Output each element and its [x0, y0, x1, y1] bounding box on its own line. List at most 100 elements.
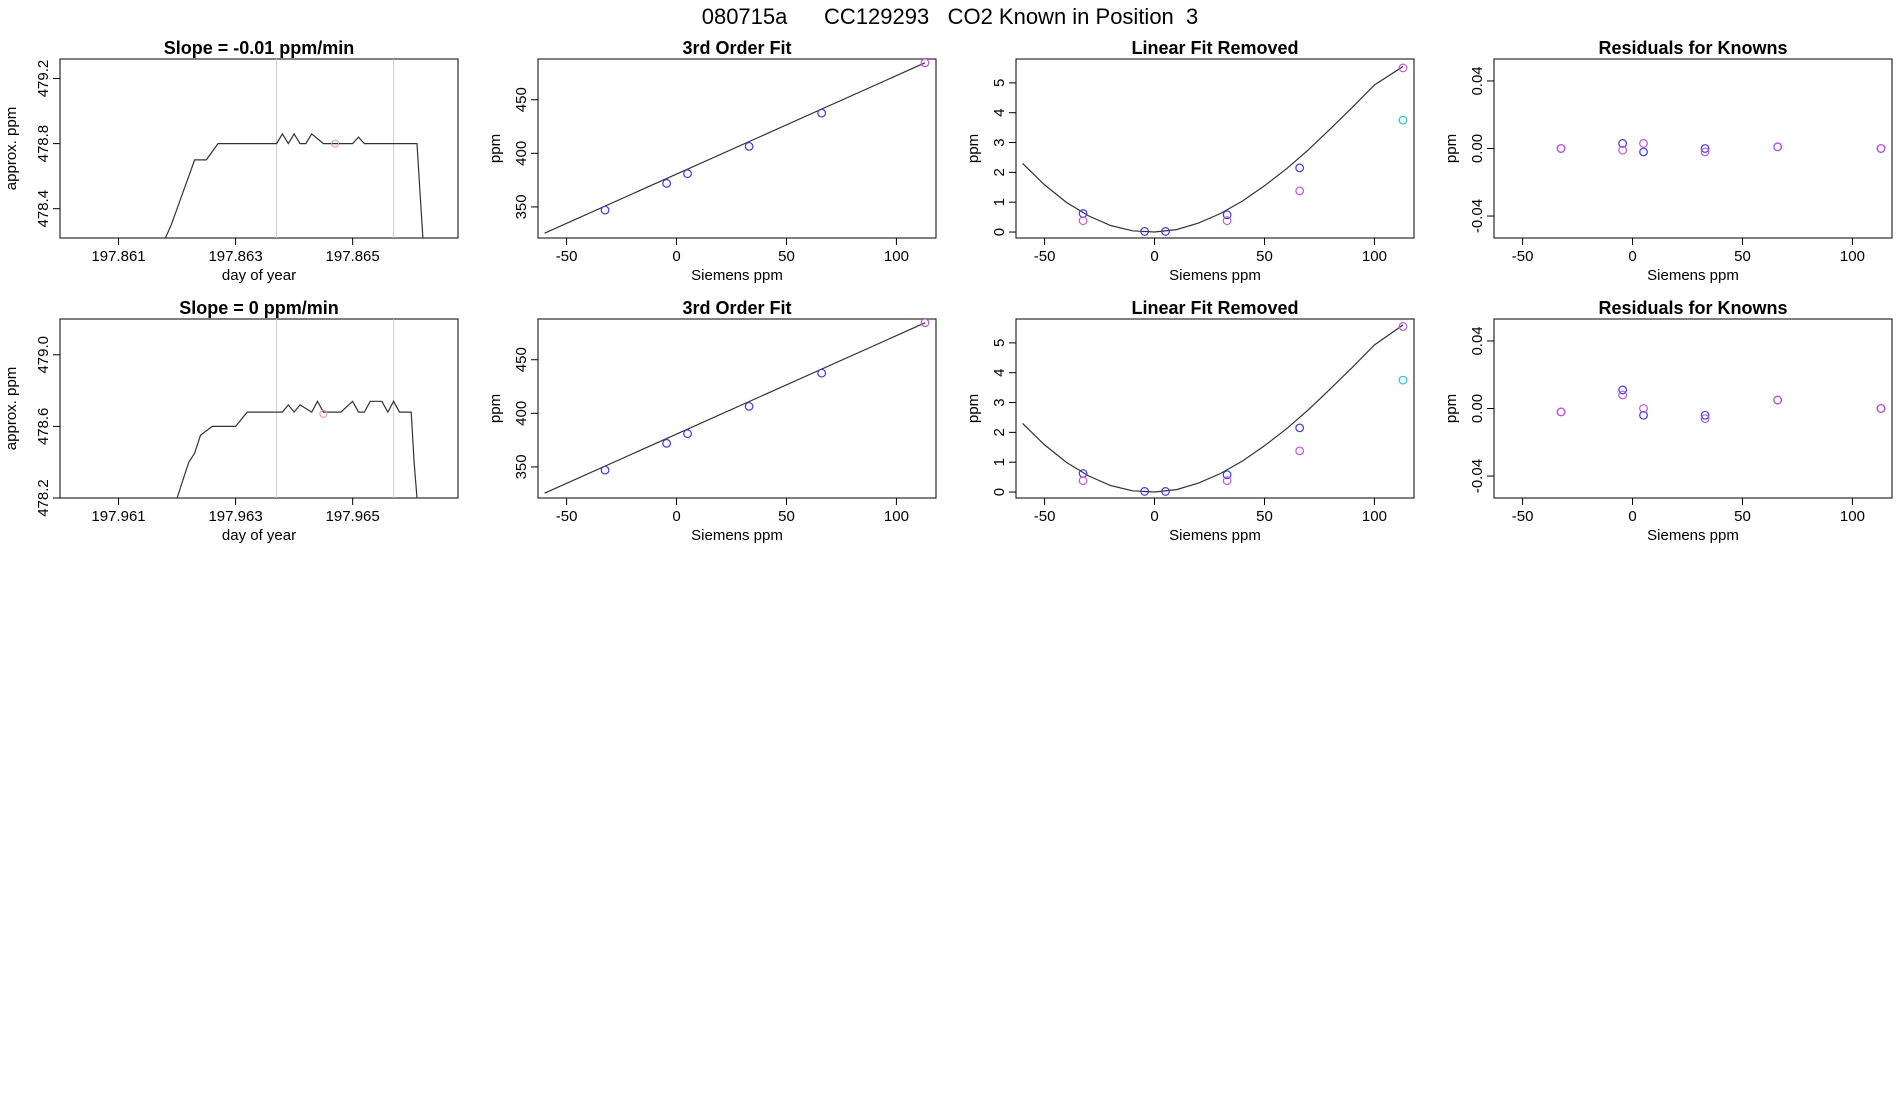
row2-timeseries: Slope = 0 ppm/min 197.961 197.963 197.965 da…: [3, 298, 459, 544]
y-tick-label: 479.2: [35, 60, 52, 98]
y-axis-label: approx. ppm: [3, 107, 20, 190]
panel-title: Residuals for Knowns: [1598, 38, 1787, 58]
plot-frame: [59, 318, 459, 499]
y-tick-label: 0: [991, 228, 1008, 236]
plot-area: [176, 319, 418, 498]
y-tick-label: 478.4: [35, 190, 52, 228]
data-point: [920, 59, 930, 68]
data-point: [1700, 410, 1710, 420]
x-axis-label: Siemens ppm: [691, 527, 783, 544]
x-tick-label: 197.865: [326, 248, 380, 265]
x-tick-label: 50: [778, 248, 795, 265]
x-tick-label: -50: [1034, 508, 1056, 525]
plot-area: [1022, 63, 1408, 236]
y-tick-label: 4: [991, 369, 1008, 377]
data-point: [1773, 395, 1783, 405]
data-point: [662, 178, 672, 188]
y-axis-label: ppm: [487, 134, 504, 163]
data-point: [1618, 145, 1628, 155]
data-point: [600, 205, 610, 215]
panel-title: Slope = 0 ppm/min: [179, 298, 339, 318]
plot-frame: [59, 58, 459, 239]
y-tick-label: 2: [991, 428, 1008, 436]
x-tick-label: 197.965: [326, 508, 380, 525]
data-point: [1639, 147, 1648, 157]
data-point: [1078, 216, 1088, 226]
data-point: [1161, 487, 1170, 496]
panel-title: 3rd Order Fit: [682, 298, 791, 318]
y-tick-label: 450: [513, 347, 530, 372]
data-point: [319, 409, 328, 418]
data-point: [662, 438, 672, 448]
data-point: [1140, 227, 1150, 236]
data-point: [1639, 410, 1648, 420]
data-point: [1556, 144, 1566, 153]
data-point: [1161, 227, 1170, 236]
y-tick-label: 0.00: [1469, 134, 1486, 163]
row1-linear-fit-removed: Linear Fit Removed -50 0 50 100 Siemens ppm 0 1…: [965, 38, 1415, 284]
data-point: [1618, 390, 1628, 400]
fit-curve: [1022, 324, 1404, 493]
x-tick-label: 0: [1628, 508, 1636, 525]
x-tick-label: 0: [672, 248, 680, 265]
y-tick-label: 350: [513, 454, 530, 479]
data-point: [1398, 322, 1408, 331]
plot-area: [164, 59, 424, 238]
data-point: [1295, 446, 1305, 456]
data-point: [600, 465, 610, 475]
data-point: [817, 108, 827, 118]
data-point: [1140, 487, 1150, 496]
x-tick-label: 50: [1256, 248, 1273, 265]
data-point: [1398, 375, 1408, 385]
data-point: [1556, 407, 1566, 417]
x-tick-label: 197.863: [208, 248, 262, 265]
y-axis-label: ppm: [965, 394, 982, 423]
data-point: [1700, 147, 1710, 157]
x-tick-label: 0: [1628, 248, 1636, 265]
y-tick-label: 400: [513, 401, 530, 426]
x-tick-label: 0: [672, 508, 680, 525]
data-point: [331, 139, 340, 148]
data-point: [1295, 186, 1305, 196]
data-point: [1618, 385, 1628, 395]
data-point: [1222, 476, 1232, 486]
row1-residuals: Residuals for Knowns -50 0 50 100 Siemens ppm…: [1443, 38, 1893, 284]
x-tick-label: 50: [778, 508, 795, 525]
x-tick-label: 50: [1734, 508, 1751, 525]
y-tick-label: 478.8: [35, 125, 52, 163]
y-tick-label: -0.04: [1469, 459, 1486, 493]
plot-frame: [537, 318, 937, 499]
data-point: [1773, 142, 1783, 152]
row1-timeseries: Slope = -0.01 ppm/min 197.861 197.863 197.8…: [3, 38, 459, 284]
x-axis-label: Siemens ppm: [1647, 527, 1739, 544]
x-axis-label: day of year: [222, 527, 296, 544]
plot-area: [1022, 322, 1408, 496]
data-point: [1876, 404, 1886, 413]
data-point: [1876, 144, 1886, 153]
data-point: [1639, 139, 1648, 148]
y-tick-label: 400: [513, 141, 530, 166]
data-point: [1639, 404, 1648, 413]
figure-title: 080715a CC129293 CO2 Known in Position 3: [701, 4, 1199, 29]
x-tick-label: -50: [1512, 508, 1534, 525]
data-point: [1398, 63, 1408, 73]
data-point: [1295, 423, 1305, 433]
plot-frame: [1015, 58, 1415, 239]
x-tick-label: -50: [556, 508, 578, 525]
fit-curve: [544, 62, 926, 234]
y-tick-label: 0: [991, 488, 1008, 496]
y-axis-label: ppm: [1443, 134, 1460, 163]
row2-residuals: Residuals for Knowns -50 0 50 100 Siemens ppm…: [1443, 298, 1893, 544]
y-tick-label: 4: [991, 109, 1008, 117]
data-point: [1295, 163, 1305, 173]
data-point: [920, 319, 930, 328]
plot-area: [544, 319, 930, 494]
data-point: [683, 429, 692, 439]
data-point: [1700, 414, 1710, 424]
data-point: [1222, 470, 1232, 480]
x-tick-label: 50: [1734, 248, 1751, 265]
x-tick-label: 100: [884, 248, 909, 265]
y-tick-label: 0.00: [1469, 394, 1486, 423]
y-tick-label: 3: [991, 398, 1008, 406]
